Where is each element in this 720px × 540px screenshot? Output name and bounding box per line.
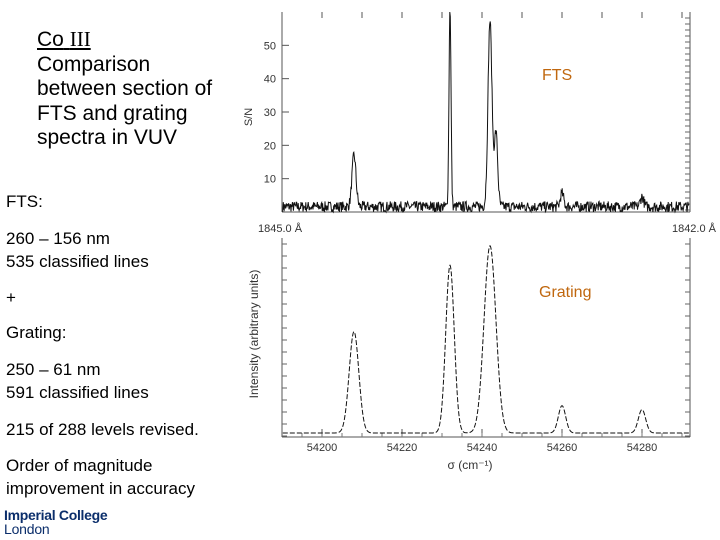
- grating-x-tick-label: 54200: [307, 442, 338, 454]
- fts-panel-label: FTS: [542, 67, 573, 84]
- fts-y-tick-label: 50: [264, 40, 276, 52]
- slide-title: Co III Comparison between section of FTS…: [37, 27, 252, 151]
- fts-lines: 535 classified lines: [6, 252, 149, 271]
- title-element: Co: [37, 28, 64, 51]
- title-ion-line: Co III: [37, 27, 252, 53]
- grating-spectrum-line: [282, 245, 690, 434]
- fts-range: 260 – 156 nm: [6, 229, 110, 248]
- title-ion: III: [69, 27, 91, 51]
- logo-line-1: Imperial College: [4, 507, 108, 523]
- grating-range: 250 – 61 nm: [6, 360, 101, 379]
- levels-revised: 215 of 288 levels revised.: [6, 420, 199, 439]
- wavelength-right-label: 1842.0 Å: [672, 222, 717, 235]
- grating-y-axis-label: Intensity (arbitrary units): [247, 270, 261, 399]
- fts-heading: FTS:: [6, 192, 43, 211]
- fts-y-tick-label: 40: [264, 74, 276, 86]
- grating-x-tick-label: 54260: [547, 442, 578, 454]
- fts-panel: S/N 1845.0 Å 1842.0 Å 10 20 30 40 50: [243, 11, 717, 235]
- plus-sign: +: [6, 288, 16, 307]
- grating-lines: 591 classified lines: [6, 383, 149, 402]
- wavelength-left-label: 1845.0 Å: [258, 222, 303, 235]
- grating-panel-label: Grating: [539, 284, 592, 301]
- fts-y-axis-label: S/N: [243, 108, 255, 126]
- fts-y-tick-label: 10: [264, 174, 276, 186]
- grating-x-axis-label: σ (cm⁻¹): [447, 458, 492, 472]
- imperial-college-logo: Imperial College London: [4, 507, 108, 537]
- logo-line-2: London: [4, 521, 50, 537]
- order-line-1: Order of magnitude: [6, 456, 153, 475]
- fts-y-tick-label: 20: [264, 140, 276, 152]
- title-line-3: FTS and grating: [37, 101, 188, 125]
- title-line-4: spectra in VUV: [37, 126, 178, 149]
- fts-y-tick-label: 30: [264, 107, 276, 119]
- title-line-2: between section of: [37, 77, 213, 100]
- title-line-1: Comparison: [37, 52, 151, 76]
- fts-spectrum-line: [282, 11, 690, 214]
- order-line-2: improvement in accuracy: [6, 479, 195, 498]
- grating-x-tick-label: 54220: [387, 442, 418, 454]
- grating-heading: Grating:: [6, 323, 67, 342]
- grating-x-tick-label: 54280: [627, 442, 658, 454]
- grating-panel: Intensity (arbitrary units) σ (cm⁻¹) 542…: [247, 238, 691, 472]
- grating-x-tick-label: 54240: [467, 442, 498, 454]
